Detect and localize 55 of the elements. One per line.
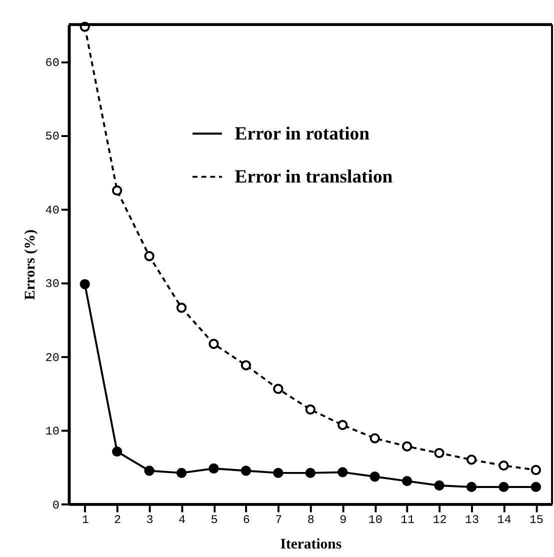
x-tick-label: 14	[497, 513, 512, 528]
point	[370, 433, 380, 444]
point	[498, 482, 509, 492]
point	[112, 185, 122, 196]
point	[112, 446, 122, 457]
x-tick-label: 15	[529, 513, 544, 528]
y-tick-label: 20	[45, 350, 60, 365]
point	[434, 480, 444, 491]
point	[434, 448, 444, 458]
legend-label: Error in translation	[234, 166, 394, 188]
legend-label: Error in rotation	[234, 124, 370, 144]
point	[240, 360, 252, 370]
point	[402, 476, 412, 486]
y-tick-label: 30	[45, 277, 60, 292]
point	[273, 384, 284, 394]
point	[466, 454, 477, 465]
y-axis-title: Errors (%)	[22, 229, 38, 300]
point	[402, 441, 412, 452]
point	[144, 466, 154, 476]
point	[208, 463, 219, 474]
y-tick-label: 60	[45, 56, 60, 70]
x-tick-label: 1	[82, 513, 89, 528]
point	[80, 279, 90, 290]
x-tick-label: 2	[114, 513, 122, 528]
x-tick-label: 5	[210, 513, 218, 528]
x-tick-label: 3	[146, 513, 154, 528]
point	[305, 468, 316, 478]
y-tick-label: 40	[45, 203, 60, 218]
point	[240, 466, 252, 476]
point	[338, 467, 348, 478]
y-tick-label: 10	[45, 424, 60, 439]
y-tick-label: 0	[52, 498, 60, 512]
point	[144, 251, 154, 262]
point	[273, 468, 284, 478]
x-tick-label: 11	[400, 513, 415, 528]
x-axis-title: Iterations	[280, 536, 342, 553]
point	[530, 482, 542, 492]
y-tick-label: 50	[45, 130, 60, 144]
point	[176, 468, 187, 478]
x-tick-label: 12	[432, 513, 447, 528]
x-tick-label: 10	[368, 513, 382, 528]
point	[305, 404, 316, 415]
point	[466, 482, 477, 492]
point	[176, 302, 187, 313]
point	[208, 338, 219, 349]
x-tick-label: 13	[464, 513, 480, 528]
x-tick-label: 8	[307, 513, 314, 528]
point	[338, 420, 348, 430]
x-tick-label: 9	[340, 513, 347, 528]
point	[498, 460, 509, 471]
x-tick-label: 7	[275, 513, 282, 528]
point	[530, 464, 542, 476]
x-tick-label: 4	[178, 513, 186, 528]
x-tick-label: 6	[242, 513, 250, 528]
point	[370, 472, 380, 482]
